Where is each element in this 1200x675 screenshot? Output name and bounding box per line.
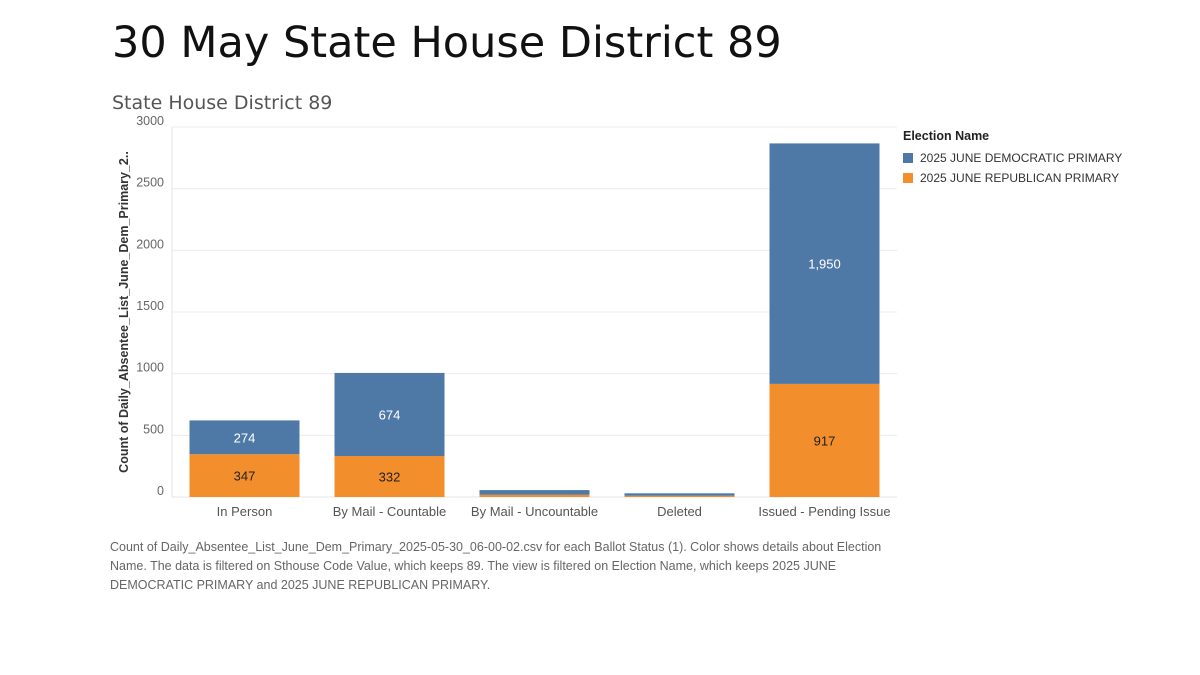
y-tick-label: 1000 <box>136 361 164 375</box>
x-tick-label: By Mail - Uncountable <box>471 504 598 519</box>
chart-title: State House District 89 <box>112 92 333 114</box>
legend-swatch-democratic <box>903 153 913 163</box>
x-tick-label: Deleted <box>657 504 702 519</box>
bar-democratic <box>624 493 735 496</box>
bar-data-label: 674 <box>379 407 401 422</box>
bar-republican <box>479 494 590 497</box>
bar-republican <box>334 456 445 497</box>
bar-democratic <box>769 143 880 384</box>
bar-data-label: 1,950 <box>808 257 841 272</box>
legend: Election Name 2025 JUNE DEMOCRATIC PRIMA… <box>903 129 1122 188</box>
legend-item-republican[interactable]: 2025 JUNE REPUBLICAN PRIMARY <box>903 168 1122 188</box>
legend-label-democratic: 2025 JUNE DEMOCRATIC PRIMARY <box>920 151 1123 165</box>
legend-swatch-republican <box>903 173 913 183</box>
bar-republican <box>189 454 300 497</box>
slide-title: 30 May State House District 89 <box>112 18 782 68</box>
bar-democratic <box>334 372 445 457</box>
legend-item-democratic[interactable]: 2025 JUNE DEMOCRATIC PRIMARY <box>903 148 1122 168</box>
y-tick-label: 2500 <box>136 176 164 190</box>
y-tick-label: 1500 <box>136 299 164 313</box>
bar-data-label: 917 <box>814 433 836 448</box>
legend-title: Election Name <box>903 129 990 143</box>
y-tick-label: 3000 <box>136 114 164 128</box>
chart-caption: Count of Daily_Absentee_List_June_Dem_Pr… <box>110 540 882 592</box>
y-tick-label: 0 <box>157 484 164 498</box>
bar-data-label: 347 <box>234 469 256 484</box>
y-tick-label: 2000 <box>136 237 164 251</box>
y-tick-label: 500 <box>143 422 164 436</box>
bar-democratic <box>189 420 300 455</box>
x-tick-label: Issued - Pending Issue <box>758 504 890 519</box>
bar-data-label: 274 <box>234 430 256 445</box>
x-tick-label: In Person <box>217 504 273 519</box>
x-tick-label: By Mail - Countable <box>333 504 446 519</box>
legend-label-republican: 2025 JUNE REPUBLICAN PRIMARY <box>920 171 1120 185</box>
bar-republican <box>769 383 880 497</box>
bar-democratic <box>479 490 590 495</box>
bar-data-label: 332 <box>379 470 401 485</box>
y-axis-title: Count of Daily_Absentee_List_June_Dem_Pr… <box>117 151 131 473</box>
bar-republican <box>624 495 735 497</box>
